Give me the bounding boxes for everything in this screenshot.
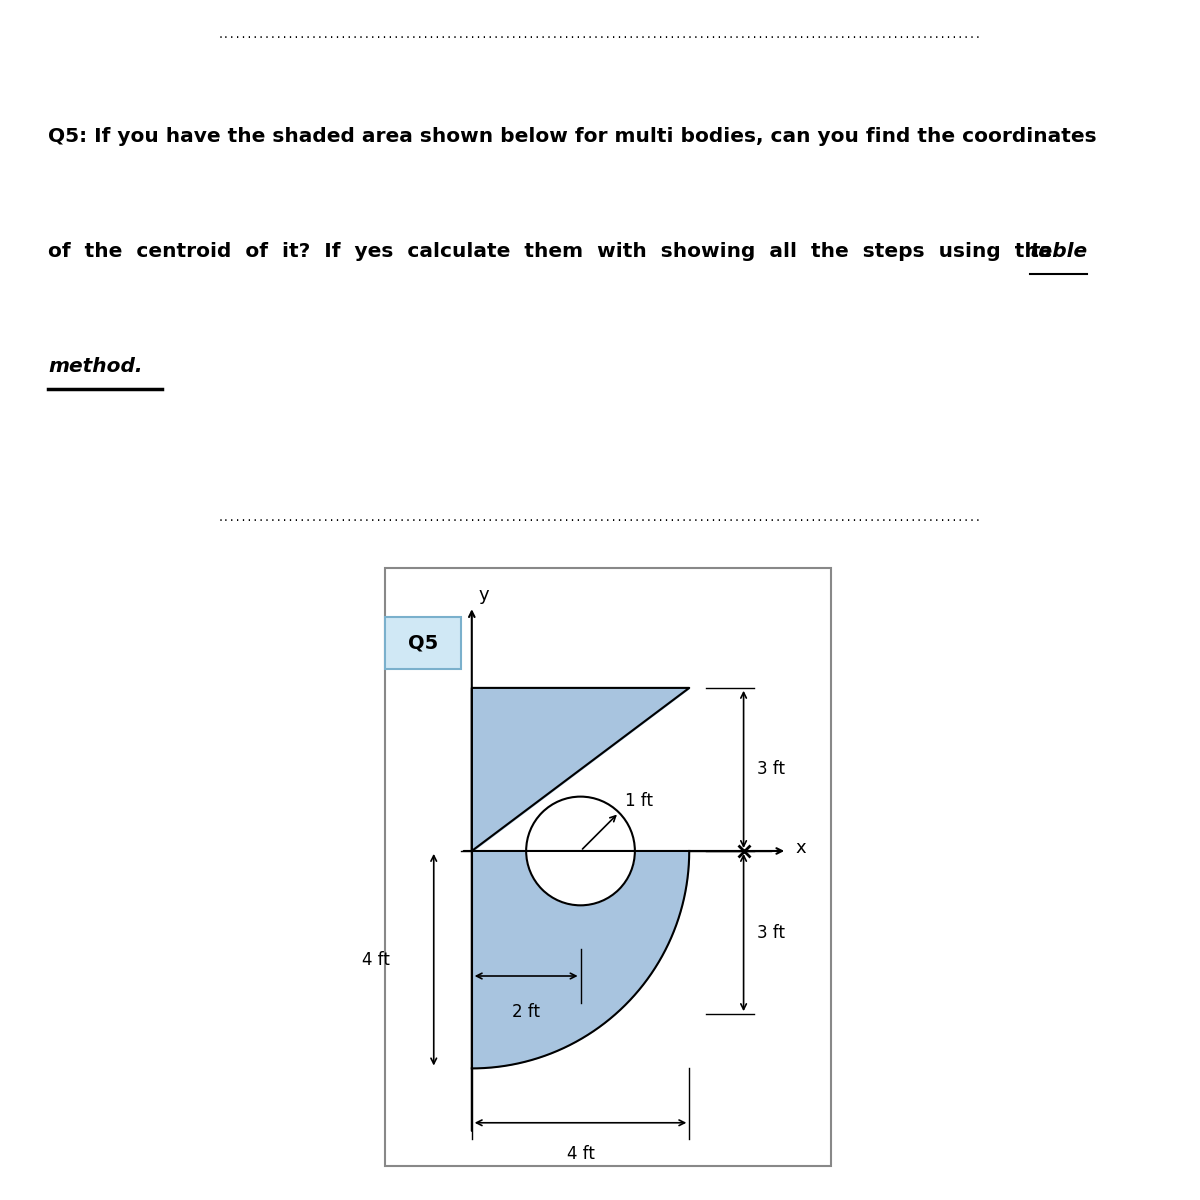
Text: 4 ft: 4 ft	[362, 950, 390, 968]
Bar	[385, 569, 830, 1166]
Text: method.: method.	[48, 358, 143, 376]
Text: x: x	[796, 839, 806, 857]
Text: table: table	[1030, 242, 1087, 260]
Circle shape	[526, 797, 635, 905]
Text: ................................................................................: ........................................…	[218, 514, 982, 523]
Text: Q5: Q5	[408, 634, 438, 653]
Text: 3 ft: 3 ft	[757, 924, 785, 942]
Polygon shape	[472, 851, 689, 1068]
Text: ................................................................................: ........................................…	[218, 30, 982, 40]
Polygon shape	[472, 688, 689, 851]
Text: Q5: If you have the shaded area shown below for multi bodies, can you find the c: Q5: If you have the shaded area shown be…	[48, 127, 1097, 145]
Text: of  the  centroid  of  it?  If  yes  calculate  them  with  showing  all  the  s: of the centroid of it? If yes calculate …	[48, 242, 1060, 260]
Text: 3 ft: 3 ft	[757, 761, 785, 779]
Text: y: y	[479, 586, 488, 604]
FancyBboxPatch shape	[385, 617, 461, 668]
Text: 2 ft: 2 ft	[512, 1003, 540, 1021]
Text: 1 ft: 1 ft	[625, 792, 654, 810]
Text: 4 ft: 4 ft	[566, 1145, 594, 1163]
